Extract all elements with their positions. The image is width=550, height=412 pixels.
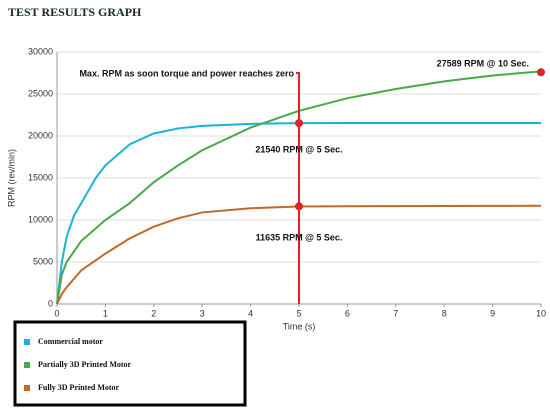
- marker-label: 21540 RPM @ 5 Sec.: [255, 144, 342, 154]
- marker-dot: [537, 68, 545, 77]
- x-tick-label: 10: [536, 308, 546, 318]
- x-tick-label: 4: [248, 308, 253, 318]
- legend-label: Fully 3D Printed Motor: [38, 383, 120, 392]
- series-line: [56, 70, 542, 305]
- y-tick-label: 10000: [28, 214, 53, 224]
- marker-dot: [295, 202, 303, 211]
- legend-swatch: [24, 385, 30, 391]
- x-axis-label: Time (s): [283, 321, 316, 331]
- legend-swatch: [24, 339, 30, 345]
- y-tick-label: 25000: [28, 88, 53, 98]
- y-tick-label: 0: [48, 298, 53, 308]
- legend-label: Partially 3D Printed Motor: [38, 360, 132, 369]
- x-tick-label: 6: [345, 308, 350, 318]
- y-tick-label: 30000: [28, 46, 53, 56]
- annotation: Max. RPM as soon torque and power reache…: [79, 68, 294, 78]
- legend-label: Commercial motor: [38, 337, 103, 346]
- x-tick-label: 7: [393, 308, 398, 318]
- x-tick-label: 5: [296, 308, 301, 318]
- x-tick-label: 9: [490, 308, 495, 318]
- x-tick-label: 8: [442, 308, 447, 318]
- marker-label: 27589 RPM @ 10 Sec.: [437, 59, 529, 69]
- marker-dot: [295, 119, 303, 128]
- marker-label: 11635 RPM @ 5 Sec.: [256, 233, 343, 243]
- series-line: [56, 204, 542, 305]
- chart-title: TEST RESULTS GRAPH: [8, 5, 142, 19]
- series-line: [56, 121, 541, 305]
- x-tick-label: 1: [103, 308, 108, 318]
- y-tick-label: 5000: [33, 256, 53, 266]
- y-tick-label: 20000: [28, 130, 53, 140]
- legend-box: [13, 320, 247, 407]
- annotation-leader: [296, 72, 300, 304]
- y-tick-label: 15000: [28, 172, 53, 182]
- y-axis-label: RPM (rev/min): [6, 149, 16, 207]
- x-tick-label: 3: [200, 308, 205, 318]
- legend-swatch: [24, 362, 30, 368]
- x-tick-label: 0: [54, 308, 59, 318]
- x-tick-label: 2: [151, 308, 156, 318]
